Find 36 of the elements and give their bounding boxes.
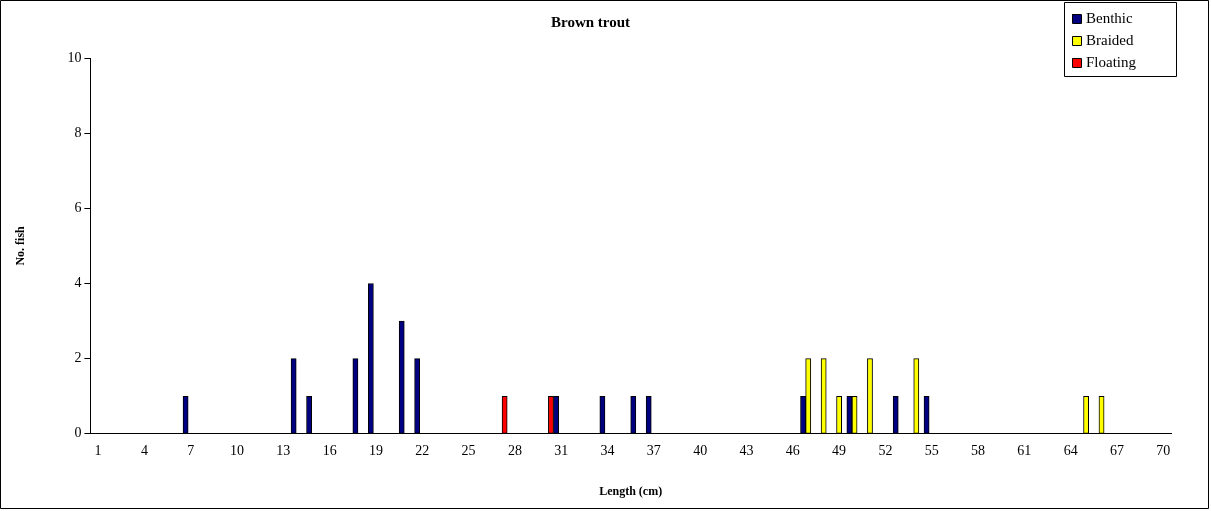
x-tick-label: 13: [276, 442, 291, 458]
x-tick-label: 34: [600, 442, 615, 458]
x-axis-title: Length (cm): [599, 483, 663, 498]
x-tick-label: 7: [187, 442, 195, 458]
y-tick-label: 4: [74, 275, 82, 291]
x-tick-label: 40: [693, 442, 708, 458]
x-tick-label: 25: [461, 442, 476, 458]
y-tick-label: 10: [67, 49, 82, 65]
x-tick-label: 70: [1156, 442, 1171, 458]
x-tick-label: 4: [140, 442, 148, 458]
x-tick-label: 46: [785, 442, 800, 458]
x-tick-label: 10: [230, 442, 245, 458]
x-tick-label: 19: [368, 442, 383, 458]
x-tick-label: 58: [971, 442, 986, 458]
chart-title: Brown trout: [550, 13, 631, 30]
y-tick-label: 0: [74, 425, 82, 441]
y-axis-title: No. fish: [13, 225, 28, 266]
x-tick-label: 43: [739, 442, 754, 458]
legend-label: Braided: [1086, 31, 1134, 48]
x-tick-label: 49: [832, 442, 847, 458]
x-tick-label: 67: [1109, 442, 1124, 458]
x-tick-label: 1: [94, 442, 102, 458]
y-tick-label: 6: [74, 199, 82, 215]
x-tick-label: 61: [1017, 442, 1032, 458]
x-tick-label: 55: [924, 442, 939, 458]
x-tick-label: 22: [415, 442, 430, 458]
y-tick-label: 8: [74, 124, 82, 140]
x-tick-label: 31: [554, 442, 569, 458]
legend-label: Benthic: [1086, 9, 1133, 26]
x-tick-label: 64: [1063, 442, 1078, 458]
y-tick-label: 2: [74, 350, 82, 366]
x-tick-label: 16: [322, 442, 337, 458]
x-tick-label: 37: [646, 442, 661, 458]
x-tick-label: 52: [878, 442, 893, 458]
legend-label: Floating: [1086, 53, 1137, 70]
x-tick-label: 28: [507, 442, 522, 458]
